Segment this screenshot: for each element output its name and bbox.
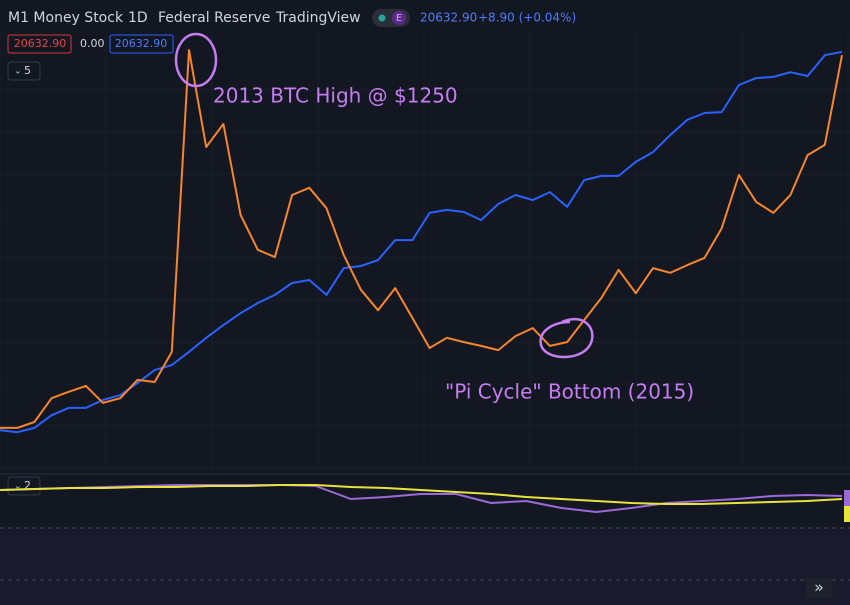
source: Federal Reserve [158, 10, 270, 26]
plot [0, 49, 843, 513]
interval: 1D [128, 10, 148, 26]
price-tag [844, 490, 850, 506]
grid [0, 30, 850, 470]
indicator-band [0, 528, 850, 605]
platform: TradingView [275, 10, 361, 26]
chevron: ⌄ [14, 67, 22, 77]
value-box [7, 34, 72, 54]
scroll-button[interactable] [806, 577, 832, 599]
badge: E [396, 13, 402, 24]
value-left: 20632.90 [14, 37, 67, 50]
symbol: M1 Money Stock [8, 10, 124, 26]
value-box [109, 34, 174, 54]
badge-bg [392, 11, 406, 25]
value-right: 20632.90 [115, 37, 168, 50]
collapse-main[interactable]: 5 [24, 64, 31, 77]
annotation: 2013 BTC High @ $1250 [213, 84, 458, 108]
series-line [0, 49, 843, 429]
chevron: ⌄ [14, 482, 22, 492]
series-line [0, 484, 843, 505]
zero-value: 0.00 [80, 37, 105, 50]
change: +8.90 (+0.04%) [478, 11, 576, 25]
scroll-label[interactable]: » [814, 578, 824, 597]
collapse-button[interactable] [7, 61, 41, 81]
collapse-pane[interactable]: 2 [24, 479, 31, 492]
circle-mark [539, 317, 594, 359]
price: 20632.90 [420, 11, 477, 25]
annotation: "Pi Cycle" Bottom (2015) [445, 380, 694, 404]
circle-mark [174, 32, 218, 88]
status-dot [378, 14, 386, 22]
